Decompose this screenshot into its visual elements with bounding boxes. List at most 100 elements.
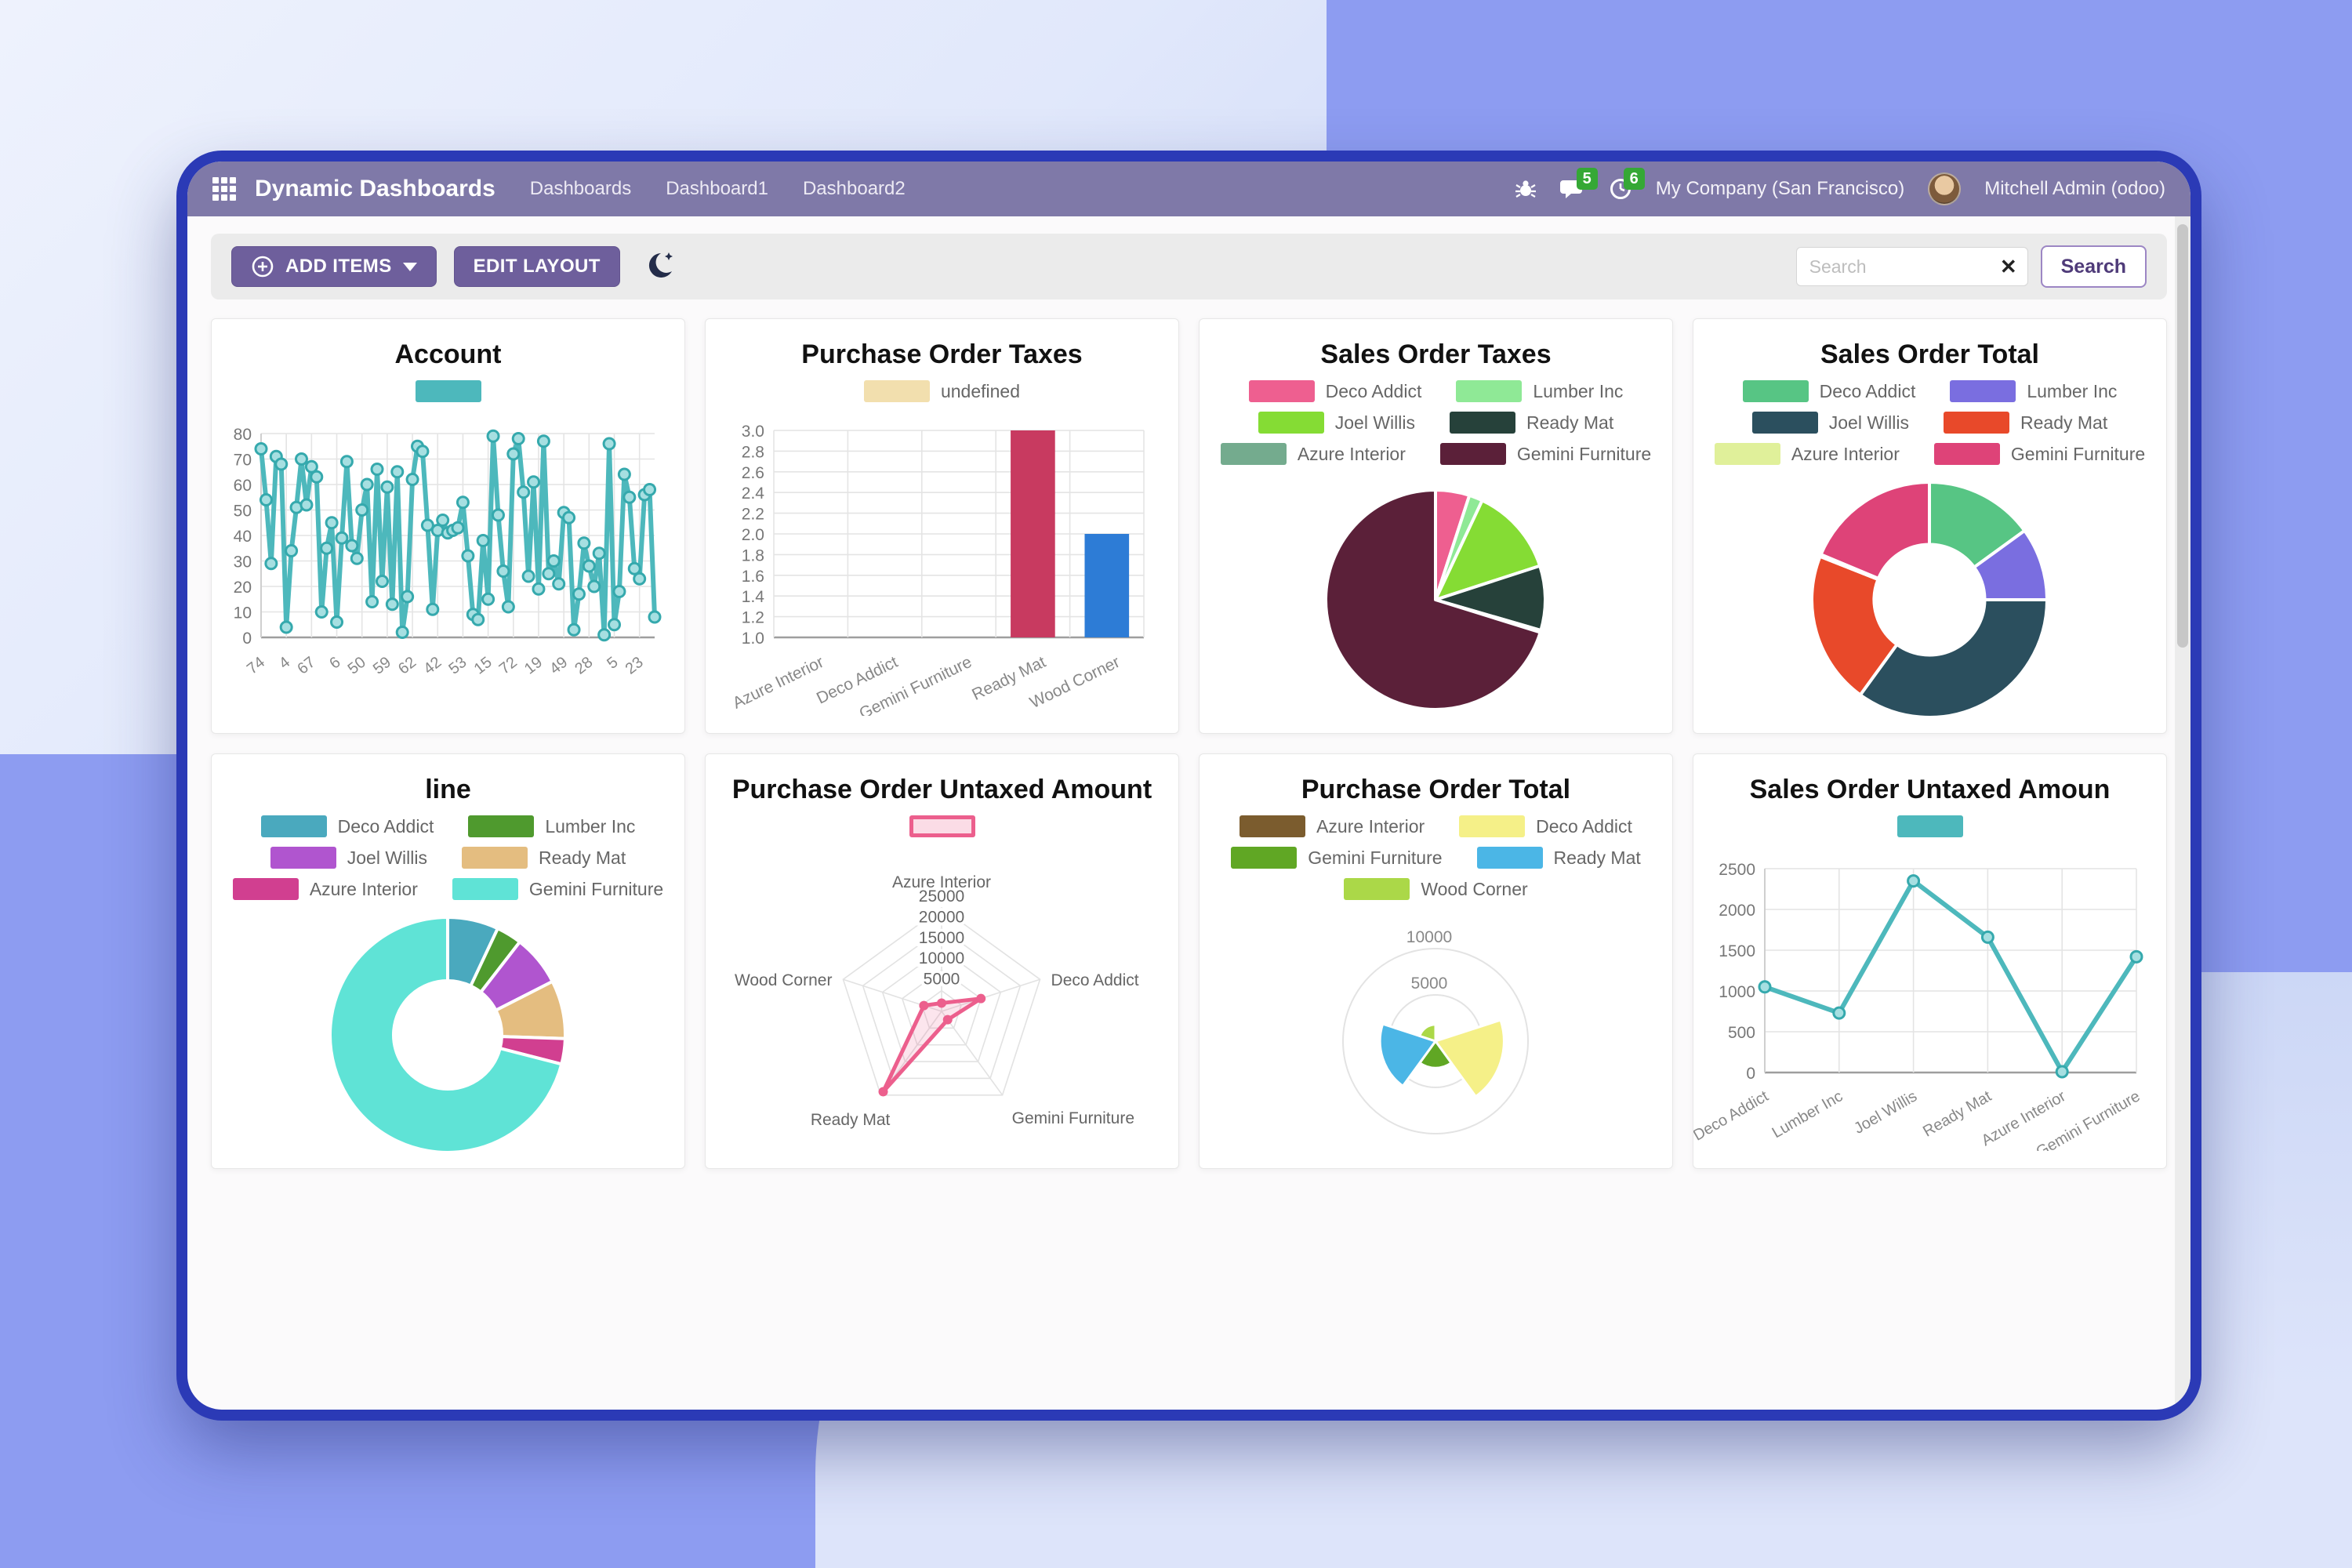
legend-item[interactable]: [1896, 815, 1963, 837]
svg-text:15000: 15000: [919, 929, 964, 947]
legend-swatch: [1439, 443, 1506, 465]
legend-item[interactable]: Wood Corner: [1344, 878, 1528, 900]
chart-legend: Deco Addict Lumber Inc Joel Willis Ready Ma…: [223, 812, 673, 900]
svg-text:1500: 1500: [1719, 942, 1755, 960]
chart-legend: undefined: [855, 377, 1029, 402]
card-title: Purchase Order Total: [1301, 775, 1571, 804]
line-doughnut-chart: [328, 916, 567, 1154]
legend-item[interactable]: Lumber Inc: [468, 815, 635, 837]
window-scrollbar[interactable]: [2175, 216, 2190, 1410]
legend-item[interactable]: Azure Interior: [1220, 443, 1406, 465]
search-button[interactable]: Search: [2040, 245, 2147, 288]
legend-item[interactable]: Azure Interior: [232, 878, 418, 900]
legend-swatch: [462, 847, 528, 869]
legend-label: Ready Mat: [539, 847, 626, 868]
svg-text:0: 0: [242, 630, 252, 648]
svg-text:Gemini Furniture: Gemini Furniture: [1012, 1109, 1134, 1127]
purchase-order-total-polar-chart: 5000 10000: [1342, 925, 1529, 1134]
legend-label: Ready Mat: [2020, 412, 2108, 433]
menu-dashboard1[interactable]: Dashboard1: [666, 178, 768, 199]
legend-swatch: [1344, 878, 1410, 900]
card-sales-order-total: Sales Order Total Deco Addict Lumber Inc J…: [1693, 318, 2167, 734]
legend-item[interactable]: Azure Interior: [1240, 815, 1425, 837]
chart-legend: Azure Interior Deco Addict Gemini Furnitur…: [1221, 812, 1650, 900]
clear-search-icon[interactable]: ✕: [1999, 255, 2017, 278]
edit-layout-button[interactable]: EDIT LAYOUT: [453, 246, 620, 287]
legend-item[interactable]: Deco Addict: [1248, 380, 1422, 402]
legend-item[interactable]: Deco Addict: [260, 815, 434, 837]
activities-clock-icon[interactable]: 6: [1609, 168, 1645, 201]
svg-text:60: 60: [234, 477, 252, 495]
legend-item[interactable]: Deco Addict: [1459, 815, 1632, 837]
svg-text:4: 4: [276, 654, 293, 673]
card-sales-order-untaxed-amount: Sales Order Untaxed Amoun 0 500 1000 1500 20…: [1693, 753, 2167, 1169]
svg-text:53: 53: [445, 654, 470, 678]
legend-label: Deco Addict: [1325, 380, 1422, 401]
svg-text:42: 42: [420, 654, 445, 678]
scrollbar-thumb[interactable]: [2177, 224, 2188, 648]
legend-item[interactable]: Azure Interior: [1714, 443, 1900, 465]
messages-icon[interactable]: 5: [1559, 168, 1598, 201]
legend-item[interactable]: [415, 380, 481, 402]
debug-bug-icon[interactable]: [1515, 178, 1537, 200]
apps-grid-icon[interactable]: [212, 177, 236, 201]
svg-text:49: 49: [546, 654, 571, 678]
chart-legend: [406, 377, 491, 402]
legend-item[interactable]: undefined: [863, 380, 1020, 402]
svg-text:62: 62: [395, 654, 419, 678]
legend-item[interactable]: Lumber Inc: [1456, 380, 1623, 402]
legend-item[interactable]: Gemini Furniture: [1231, 847, 1443, 869]
legend-label: Azure Interior: [1791, 443, 1900, 464]
legend-swatch: [1220, 443, 1287, 465]
legend-item[interactable]: Gemini Furniture: [1439, 443, 1651, 465]
legend-swatch: [1258, 412, 1324, 434]
legend-label: Lumber Inc: [545, 815, 636, 837]
dashboard-grid: Account 0 10 20 30 40 50 60 70 80 74 4 67 6 50 59 62 42 5…: [211, 318, 2167, 1169]
chart-legend: [900, 812, 985, 837]
svg-text:10000: 10000: [1406, 928, 1452, 946]
user-avatar[interactable]: [1928, 172, 1962, 205]
svg-text:2500: 2500: [1719, 861, 1755, 879]
legend-item[interactable]: Lumber Inc: [1950, 380, 2117, 402]
svg-text:1.4: 1.4: [742, 588, 765, 606]
svg-text:50: 50: [345, 654, 369, 678]
svg-text:20000: 20000: [919, 908, 964, 926]
legend-swatch: [1456, 380, 1523, 402]
svg-text:6: 6: [326, 654, 343, 673]
legend-label: Ready Mat: [1526, 412, 1614, 433]
legend-item[interactable]: Joel Willis: [1751, 412, 1909, 434]
legend-item[interactable]: Ready Mat: [1476, 847, 1641, 869]
add-items-button[interactable]: ADD ITEMS: [231, 246, 437, 287]
legend-item[interactable]: Ready Mat: [1944, 412, 2107, 434]
legend-item[interactable]: Joel Willis: [270, 847, 427, 869]
menu-dashboard2[interactable]: Dashboard2: [802, 178, 906, 199]
dark-mode-moon-icon[interactable]: [644, 251, 677, 282]
legend-item[interactable]: Joel Willis: [1258, 412, 1415, 434]
svg-text:5000: 5000: [1411, 975, 1448, 993]
legend-label: Azure Interior: [309, 878, 418, 899]
company-switcher[interactable]: My Company (San Francisco): [1655, 178, 1905, 199]
svg-text:3.0: 3.0: [742, 423, 764, 441]
legend-item[interactable]: Gemini Furniture: [1933, 443, 2145, 465]
svg-text:1.0: 1.0: [742, 630, 764, 648]
legend-item[interactable]: [909, 815, 975, 837]
svg-text:0: 0: [1746, 1065, 1755, 1083]
menu-dashboards[interactable]: Dashboards: [529, 178, 632, 199]
card-line: line Deco Addict Lumber Inc Joel Willis Rea…: [211, 753, 685, 1169]
legend-item[interactable]: Gemini Furniture: [452, 878, 663, 900]
user-menu[interactable]: Mitchell Admin (odoo): [1984, 178, 2165, 199]
card-title: Account: [394, 339, 502, 369]
svg-text:Lumber Inc: Lumber Inc: [1769, 1087, 1846, 1142]
svg-text:5000: 5000: [924, 971, 960, 989]
legend-item[interactable]: Ready Mat: [462, 847, 626, 869]
svg-text:1.8: 1.8: [742, 546, 764, 564]
legend-item[interactable]: Deco Addict: [1742, 380, 1915, 402]
legend-item[interactable]: Ready Mat: [1450, 412, 1613, 434]
dashboard-toolbar: ADD ITEMS EDIT LAYOUT ✕ Search: [211, 234, 2167, 299]
card-title: Purchase Order Taxes: [801, 339, 1083, 369]
svg-text:1.2: 1.2: [742, 609, 764, 627]
search-input[interactable]: [1795, 247, 2028, 286]
svg-text:15: 15: [471, 654, 495, 678]
